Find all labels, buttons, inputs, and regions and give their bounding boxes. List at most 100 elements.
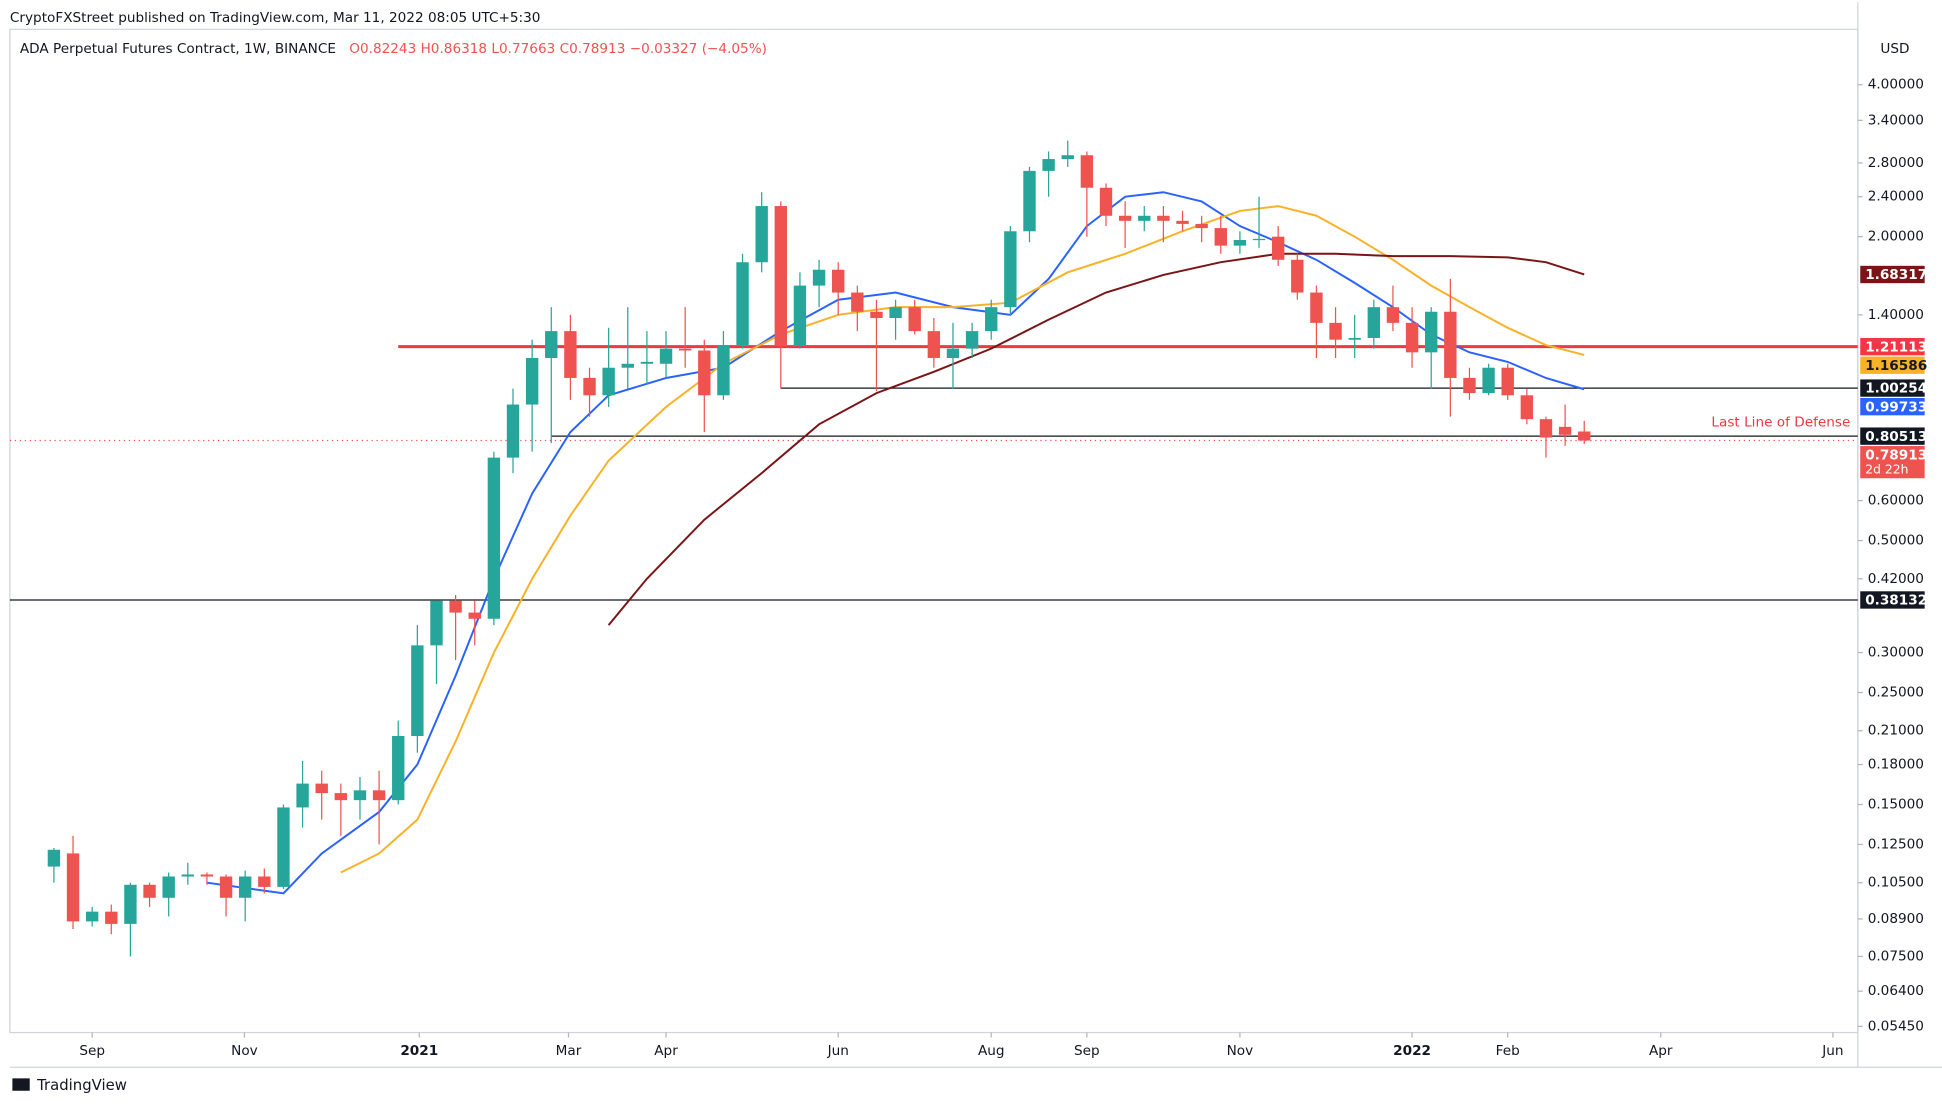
candle-body [1520, 395, 1534, 420]
candle-body [372, 790, 386, 801]
candle-body [143, 884, 156, 898]
y-tick-label: 0.06400 [1868, 983, 1924, 999]
candle-body [1233, 239, 1247, 246]
price-label-box [1860, 591, 1925, 609]
candle-body [487, 457, 501, 619]
candle-body [334, 793, 348, 801]
candle-body [1463, 377, 1476, 394]
candle-body [1386, 307, 1400, 323]
candle-body [640, 361, 654, 364]
candle-body [985, 307, 998, 332]
chart-title: ADA Perpetual Futures Contract, 1W, BINA… [20, 41, 336, 57]
moving-average [206, 191, 1585, 895]
y-tick-label: 2.00000 [1868, 229, 1924, 245]
price-label: 1.68317 [1865, 267, 1927, 283]
candle-body [353, 790, 367, 801]
y-tick-label: 2.80000 [1868, 155, 1924, 171]
brand-logo [12, 1078, 30, 1091]
candle-body [602, 367, 615, 396]
candle-body [105, 911, 118, 924]
price-label-box [1860, 356, 1925, 374]
x-tick-label: Mar [556, 1043, 582, 1059]
price-label: 1.16586 [1865, 358, 1927, 374]
y-tick-label: 2.40000 [1868, 189, 1924, 205]
price-label-box [1860, 397, 1925, 416]
candle-body [1329, 322, 1342, 340]
price-label-box [1860, 337, 1925, 356]
candle-body [1214, 228, 1227, 246]
price-label-box [1860, 379, 1925, 397]
currency: USD [1880, 41, 1909, 57]
candle-body [736, 262, 749, 346]
candle-body [1501, 367, 1514, 396]
y-tick-label: 0.42000 [1868, 571, 1924, 587]
candle-body [66, 853, 80, 922]
candle-body [793, 285, 807, 346]
candle-body [1138, 215, 1151, 221]
candle-body [717, 345, 730, 396]
price-label: 1.00254 [1865, 381, 1927, 397]
candle-body [927, 331, 941, 358]
candle-body [162, 876, 175, 898]
candle-body [506, 404, 520, 458]
candle-body [1405, 322, 1419, 353]
candle-body [219, 876, 233, 898]
price-label-box [1860, 427, 1925, 445]
candle-body [258, 876, 271, 887]
candle-body [755, 206, 768, 263]
candle-body [1080, 155, 1094, 188]
candle-body [1252, 238, 1266, 241]
y-tick-label: 1.40000 [1868, 307, 1924, 323]
candle-body [812, 269, 826, 286]
candle-body [1176, 220, 1189, 224]
candle-body [85, 911, 99, 922]
candle-body [1558, 426, 1572, 435]
price-label-box [1860, 446, 1925, 479]
candle-body [1348, 337, 1361, 340]
candle-body [277, 807, 290, 887]
candle-body [659, 348, 673, 364]
x-tick-label: Apr [654, 1043, 678, 1059]
candle-body [296, 783, 309, 808]
y-tick-label: 0.10500 [1868, 875, 1924, 891]
x-tick-label: 2021 [400, 1043, 438, 1059]
y-tick-label: 0.21000 [1868, 723, 1924, 739]
candle-body [200, 874, 214, 877]
candle-body [411, 645, 424, 737]
candle-body [1195, 223, 1208, 229]
candle-body [1444, 311, 1457, 378]
candle-body [1271, 236, 1285, 260]
candle-body [946, 348, 960, 358]
candle-body [1367, 307, 1381, 338]
candle-body [698, 350, 711, 396]
candle-body [545, 331, 558, 358]
candle-body [1099, 187, 1113, 216]
candle-body [1291, 259, 1304, 293]
publisher: CryptoFXStreet published on TradingView.… [10, 10, 541, 26]
candle-body [449, 600, 462, 613]
price-label-box [1860, 265, 1925, 284]
candle-body [678, 348, 692, 351]
candle-body [392, 736, 405, 801]
candle-body [1023, 170, 1036, 232]
candle-body [239, 876, 252, 898]
y-tick-label: 0.08900 [1868, 911, 1924, 927]
candle-body [621, 363, 634, 368]
y-tick-label: 4.00000 [1868, 77, 1924, 93]
candle-body [1004, 231, 1017, 308]
candle-body [889, 307, 902, 319]
candle-body [774, 206, 788, 346]
candle-body [181, 874, 195, 877]
candle-body [1482, 367, 1495, 394]
y-tick-label: 3.40000 [1868, 112, 1924, 128]
x-tick-label: Apr [1649, 1043, 1673, 1059]
y-tick-label: 0.05450 [1868, 1018, 1924, 1034]
x-tick-label: Jun [1821, 1043, 1843, 1059]
candle-body [1539, 419, 1553, 438]
candle-body [1310, 292, 1323, 323]
y-tick-label: 0.30000 [1868, 645, 1924, 661]
x-tick-label: Nov [231, 1043, 258, 1059]
annotation: Last Line of Defense [1711, 415, 1850, 431]
